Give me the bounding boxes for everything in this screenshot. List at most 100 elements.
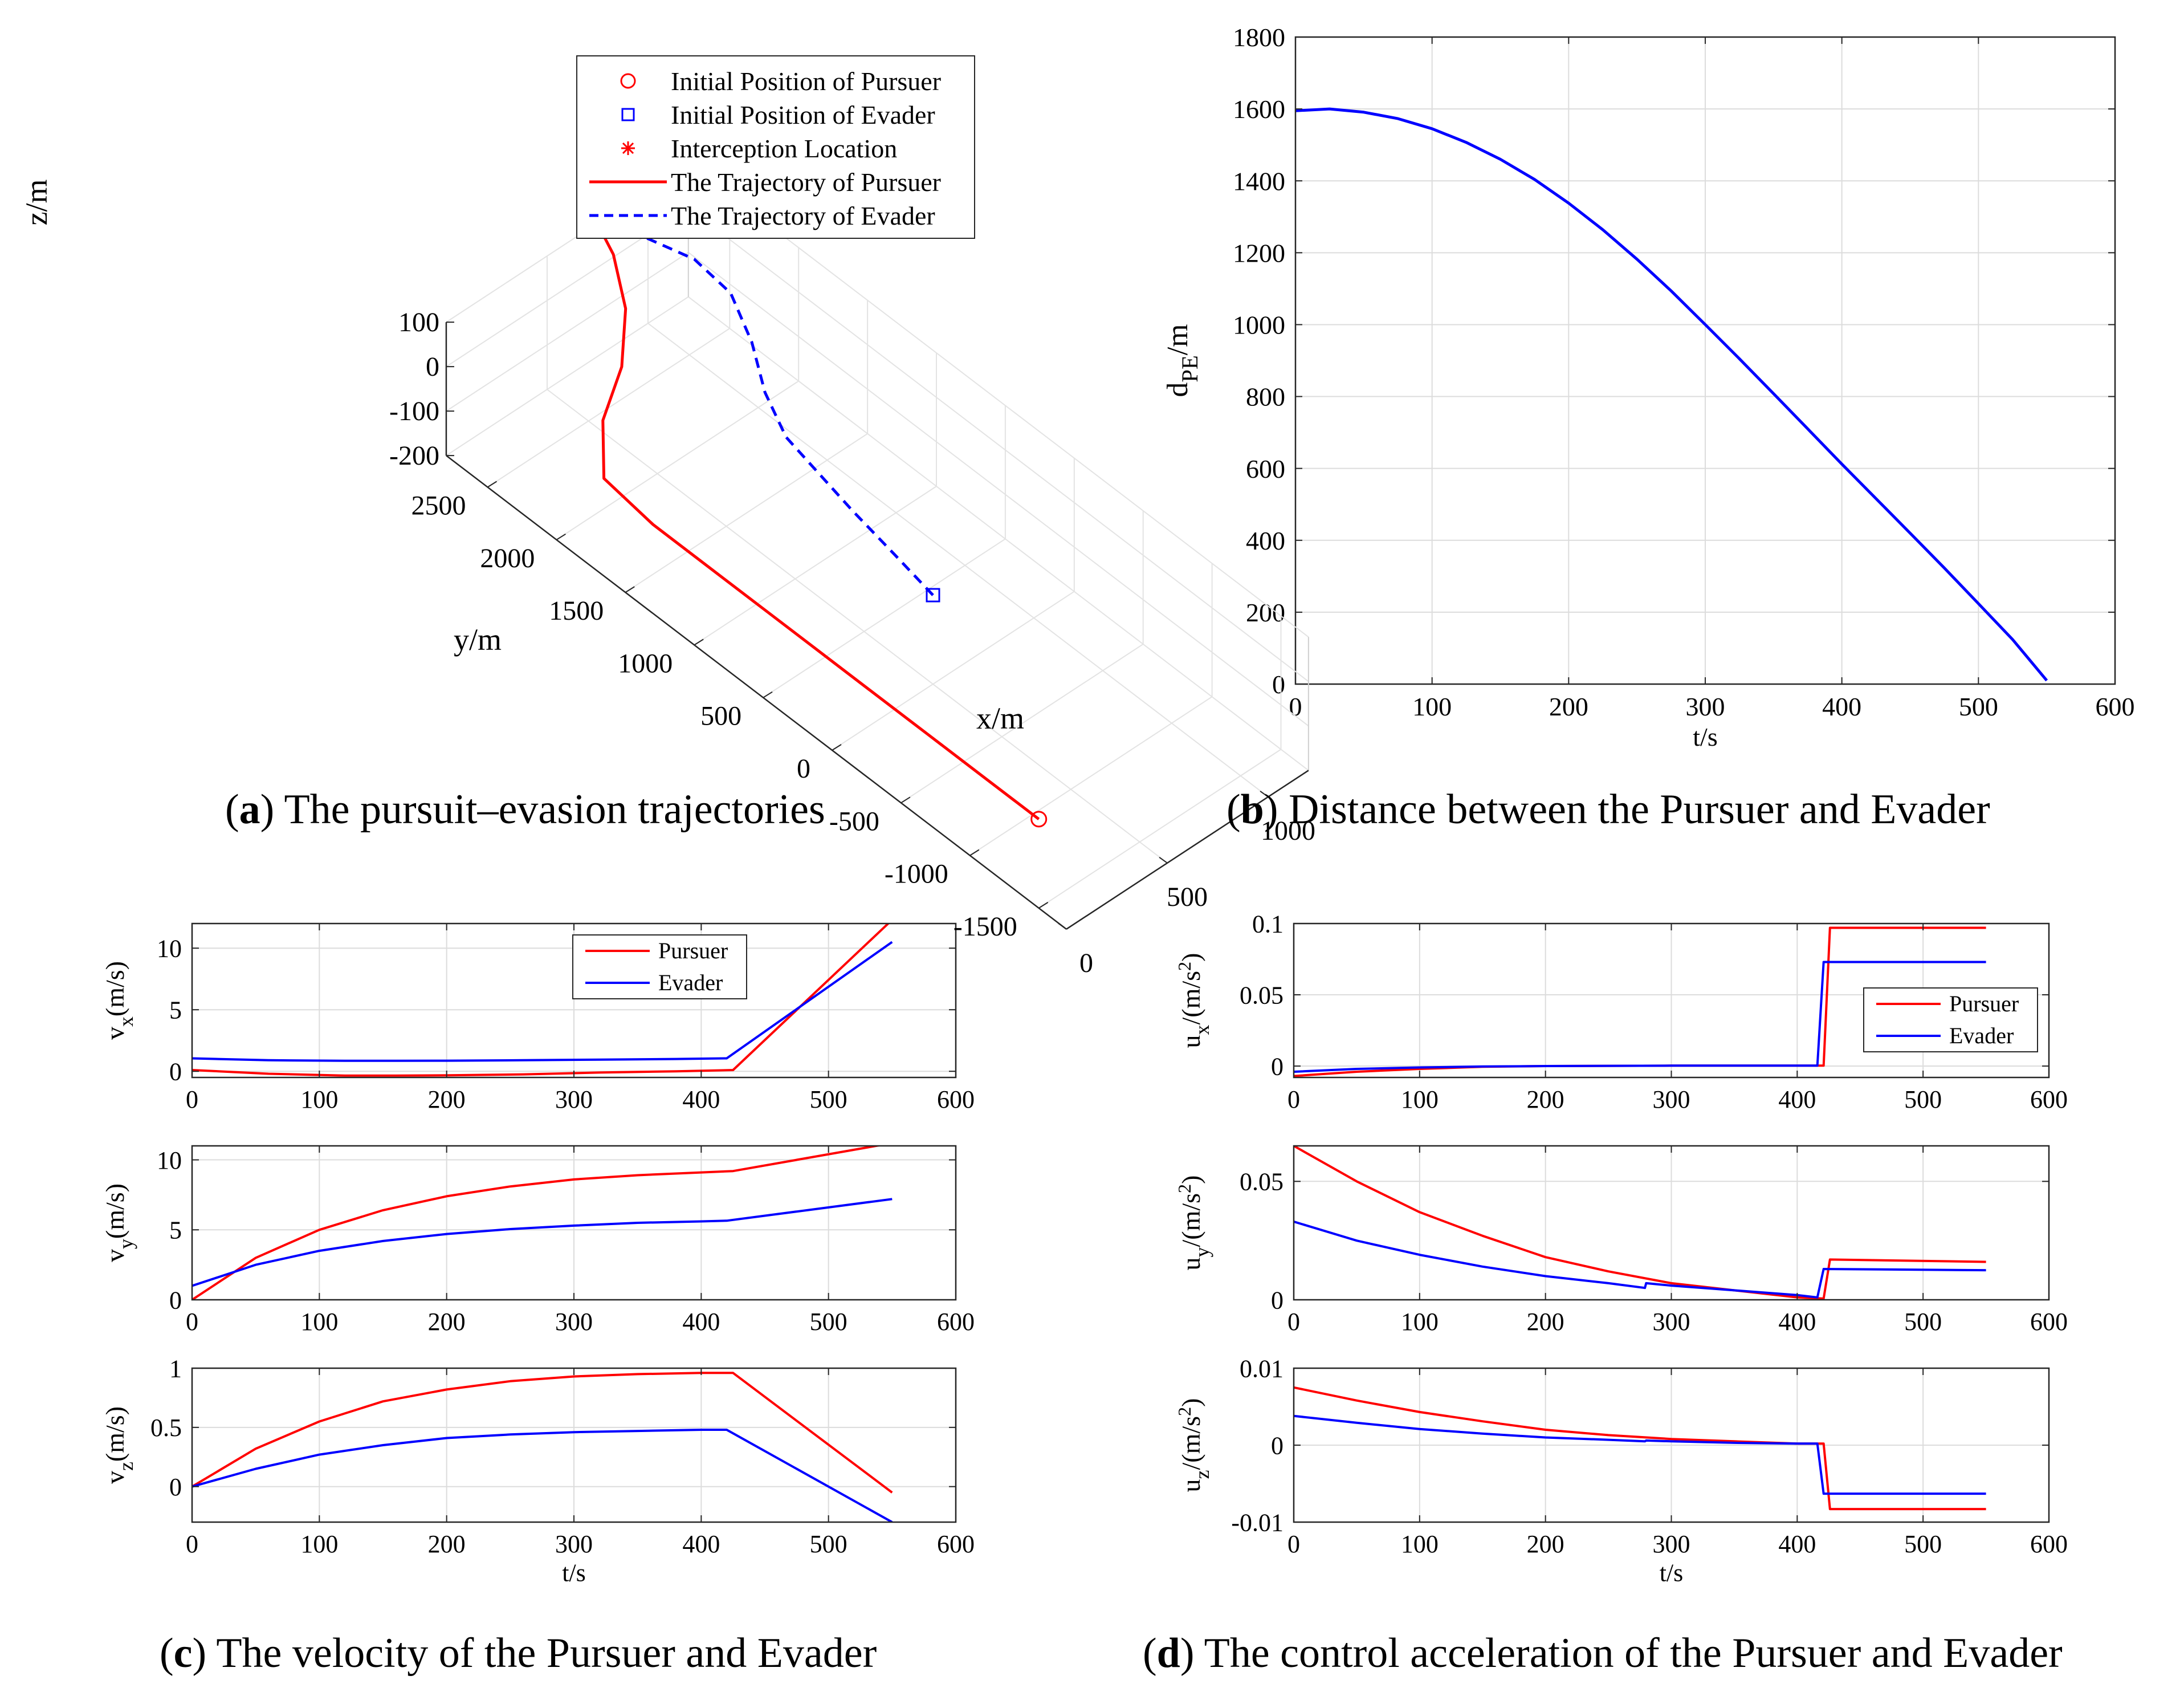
y-tick-label-c1: 5 [169,997,182,1024]
y-tick-label-a: 500 [700,701,741,731]
x-tick-label-d3: 200 [1527,1530,1564,1558]
x-tick-label-c3: 200 [428,1530,466,1558]
x-tick-label-d3: 500 [1904,1530,1942,1558]
x-tick-label-c2: 300 [555,1308,593,1336]
pursuer-start-marker [1030,811,1048,828]
x-tick-label-c2: 0 [186,1308,198,1336]
caption-d: (d) The control acceleration of the Purs… [1143,1630,2063,1677]
y-tick-label-a: -1500 [954,912,1017,942]
y-tick-label-b: 1400 [1233,166,1285,196]
y-tick-3d [1038,902,1049,909]
y-tick-label-d2: 0 [1271,1286,1283,1314]
legend-icon-pursuer-start [620,73,636,89]
y-tick-label-c2: 0 [169,1286,182,1314]
x-tick-label-d2: 200 [1527,1308,1564,1336]
y-tick-label-b: 1200 [1233,238,1285,267]
caption-b-label: b [1240,786,1264,833]
caption-a-label: a [239,786,260,833]
y-tick-label-b: 800 [1246,383,1285,412]
x-tick-label-c1: 200 [428,1085,466,1113]
y-axis-label-c1-text: vx(m/s) [100,961,137,1040]
y-tick-3d [901,796,911,804]
evader-start-marker [926,588,940,603]
y-axis-label-c2: vy(m/s) [100,1183,137,1262]
y-tick-label-c3: 0 [169,1473,182,1501]
x-tick-label-c1: 600 [937,1085,975,1113]
x-tick-label-d3: 600 [2030,1530,2068,1558]
legend-d1: Pursuer Evader [1863,987,2038,1052]
y-axis-label-d2: uy/(m/s2) [1174,1176,1213,1271]
series-line-b-d-pe [1295,107,2048,682]
y-tick-label-d2: 0.05 [1240,1168,1283,1196]
grid-3d-floor-y [832,591,1075,751]
x-tick-label-d3: 400 [1778,1530,1816,1558]
x-tick-3d [1260,791,1269,798]
y-tick-3d [832,744,842,751]
x-tick-3d [1159,857,1168,864]
x-axis-label-d3: t/s [1660,1559,1684,1587]
x-tick-label-c2: 100 [300,1308,338,1336]
y-axis-label-b-text: dPE/m [1162,324,1203,397]
y-tick-label-c2: 5 [169,1217,182,1244]
legend-label-evader: Evader [1949,1023,2014,1048]
y-tick-label-b: 400 [1246,526,1285,555]
y-tick-label-b: 600 [1246,454,1285,483]
x-tick-label-d3: 300 [1653,1530,1690,1558]
y-axis-label-c1: vx(m/s) [100,961,137,1040]
grid-3d-floor-y [694,486,937,646]
grid-3d-floor-y [625,433,868,593]
x-tick-label-d2: 600 [2030,1308,2068,1336]
y-tick-label-b: 1600 [1233,95,1285,124]
x-tick-label-d1: 300 [1653,1085,1690,1113]
y-tick-label-a: -500 [829,806,879,836]
x-tick-label-d3: 100 [1401,1530,1439,1558]
y-tick-label-d3: 0 [1271,1431,1283,1459]
x-tick-label-c1: 300 [555,1085,593,1113]
y-tick-3d [763,691,773,698]
series-line-c1-evader [192,941,893,1062]
x-tick-label-a: 500 [1167,882,1208,912]
y-axis-label-d1-text: ux/(m/s2) [1174,953,1213,1048]
x-tick-label-c2: 200 [428,1308,466,1336]
grid-3d-back-z [446,296,689,456]
y-tick-label-a: 0 [797,754,810,784]
x-tick-label-c3: 0 [186,1530,198,1558]
legend-label-a: The Trajectory of Evader [671,201,935,230]
caption-a: (a) The pursuit–evasion trajectories [225,786,825,833]
x-tick-label-c2: 600 [937,1308,975,1336]
y-tick-3d [556,533,566,540]
y-tick-label-d1: 0.05 [1240,981,1283,1009]
caption-a-text: The pursuit–evasion trajectories [284,786,825,833]
y-tick-label-d1: 0.1 [1252,910,1283,938]
grid-3d-floor-x [547,389,1168,864]
x-tick-label-a: 0 [1079,948,1093,978]
y-tick-3d [694,638,704,646]
caption-c-label: c [173,1630,193,1677]
x-axis-3d [1066,770,1309,930]
legend-label-pursuer: Pursuer [658,938,728,963]
grid-3d-side-z [688,296,1309,771]
y-tick-label-c1: 0 [169,1058,182,1086]
y-tick-label-d3: 0.01 [1240,1355,1283,1382]
x-tick-label-c1: 0 [186,1085,198,1113]
y-tick-label-c2: 10 [157,1146,182,1174]
x-axis-label-b: t/s [1693,722,1717,751]
y-tick-label-a: 1500 [549,596,604,626]
grid-3d-side-z [688,162,1309,638]
caption-c-text: The velocity of the Pursuer and Evader [216,1630,877,1677]
y-tick-label-c3: 1 [169,1355,182,1382]
pursuer-trajectory-line [599,229,1040,820]
y-axis-label-c3-text: vz(m/s) [100,1406,137,1484]
x-tick-label-c1: 500 [810,1085,847,1113]
series-line-d2-evader [1294,1220,1986,1299]
x-tick-label-c3: 400 [682,1530,720,1558]
x-tick-label-b: 600 [2096,692,2135,721]
x-tick-label-d1: 100 [1401,1085,1439,1113]
x-tick-label-d1: 600 [2030,1085,2068,1113]
y-tick-label-c3: 0.5 [150,1414,182,1442]
y-tick-label-d1: 0 [1271,1052,1283,1080]
x-tick-label-d1: 200 [1527,1085,1564,1113]
y-axis-label-d3-text: uz/(m/s2) [1174,1398,1213,1492]
legend-box-a [576,55,975,239]
